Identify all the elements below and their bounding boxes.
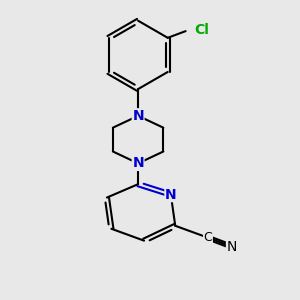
Text: N: N [132,109,144,123]
Text: N: N [132,156,144,170]
Text: N: N [165,188,177,202]
Text: C: C [204,231,212,244]
Text: N: N [226,240,237,254]
Text: Cl: Cl [195,22,209,37]
